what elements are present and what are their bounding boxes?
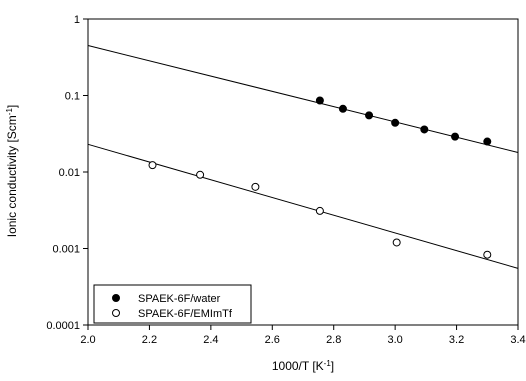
data-point-series-1 bbox=[483, 250, 492, 259]
y-axis-title: Ionic conductivity [Scm-1] bbox=[5, 105, 20, 238]
y-tick-label: 0.0001 bbox=[46, 320, 80, 332]
x-tick-label: 3.2 bbox=[449, 334, 464, 346]
data-point-series-0 bbox=[483, 137, 492, 146]
legend-marker-filled bbox=[112, 294, 120, 302]
x-axis-title-main: 1000/T [K bbox=[272, 359, 324, 373]
data-point-series-0 bbox=[420, 125, 429, 134]
fit-line-series-1 bbox=[87, 143, 519, 269]
y-axis-title-main: Ionic conductivity [Scm bbox=[5, 115, 19, 237]
x-axis-title-sup: -1 bbox=[324, 359, 332, 368]
x-tick-label: 2.6 bbox=[265, 334, 280, 346]
x-tick-label: 2.2 bbox=[142, 334, 157, 346]
x-axis-title: 1000/T [K-1] bbox=[272, 359, 334, 374]
x-tick-label: 2.8 bbox=[326, 334, 341, 346]
x-tick-label: 3.4 bbox=[510, 334, 525, 346]
data-point-series-1 bbox=[148, 161, 157, 170]
y-axis-title-end: ] bbox=[5, 105, 19, 108]
data-point-series-0 bbox=[451, 132, 460, 141]
data-point-series-1 bbox=[251, 182, 260, 191]
data-point-series-1 bbox=[315, 206, 324, 215]
data-point-series-0 bbox=[391, 118, 400, 127]
y-axis-title-sup: -1 bbox=[5, 108, 14, 116]
y-tick-label: 1 bbox=[74, 14, 80, 26]
fit-lines bbox=[87, 45, 519, 269]
data-point-series-0 bbox=[315, 96, 324, 105]
y-tick-label: 0.1 bbox=[65, 91, 80, 103]
x-tick-label: 2.0 bbox=[80, 334, 95, 346]
y-tick-label: 0.01 bbox=[59, 167, 80, 179]
x-axis-title-end: ] bbox=[331, 359, 334, 373]
legend-label-emimtf: SPAEK-6F/EMImTf bbox=[138, 308, 233, 320]
data-point-series-0 bbox=[338, 104, 347, 113]
fit-line-series-0 bbox=[87, 45, 519, 153]
legend-box bbox=[93, 284, 252, 324]
x-tick-label: 3.0 bbox=[387, 334, 402, 346]
axes-layer: 2.0 2.2 2.4 2.6 2.8 3.0 3.2 3.4 0.0001 0.001 0.01 0… bbox=[46, 14, 525, 346]
data-point-series-1 bbox=[196, 170, 205, 179]
legend: SPAEK-6F/water SPAEK-6F/EMImTf bbox=[93, 284, 252, 324]
plot-frame bbox=[87, 18, 519, 326]
data-points bbox=[148, 96, 492, 259]
legend-label-water: SPAEK-6F/water bbox=[138, 293, 221, 305]
y-tick-label: 0.001 bbox=[52, 244, 80, 256]
legend-marker-open bbox=[112, 309, 120, 317]
data-point-series-1 bbox=[392, 238, 401, 247]
data-point-series-0 bbox=[365, 111, 374, 120]
x-tick-label: 2.4 bbox=[203, 334, 218, 346]
